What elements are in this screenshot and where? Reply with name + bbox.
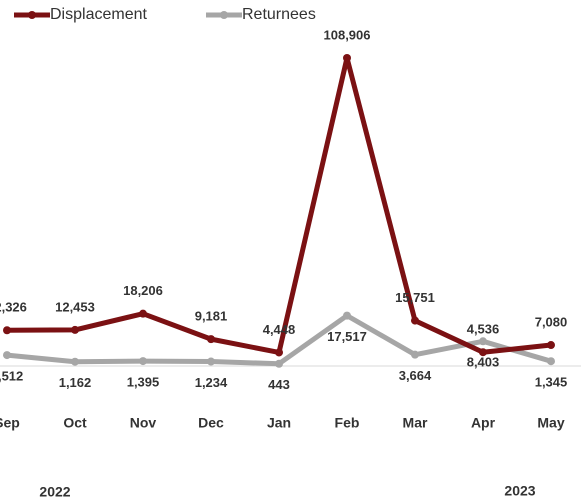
point bbox=[479, 337, 487, 346]
legend-label: Displacement bbox=[50, 6, 147, 23]
point bbox=[3, 326, 11, 335]
data-label: 9,181 bbox=[195, 309, 228, 324]
point bbox=[275, 359, 283, 368]
legend-label: Returnees bbox=[242, 6, 316, 23]
x-tick-label: Oct bbox=[63, 415, 87, 431]
year-label: 2023 bbox=[504, 483, 535, 499]
point bbox=[275, 348, 283, 357]
data-label: 4,536 bbox=[467, 322, 500, 337]
data-label: 3,512 bbox=[0, 369, 23, 384]
data-label: 4,448 bbox=[263, 322, 296, 337]
point bbox=[139, 357, 147, 366]
point bbox=[547, 341, 555, 350]
x-tick-label: Mar bbox=[403, 415, 428, 431]
x-tick-label: Apr bbox=[471, 415, 496, 431]
data-label: 17,517 bbox=[327, 329, 367, 344]
legend-marker bbox=[220, 11, 228, 19]
data-label: 1,395 bbox=[127, 375, 160, 390]
data-label: 12,326 bbox=[0, 300, 27, 315]
x-tick-label: Dec bbox=[198, 415, 224, 431]
point bbox=[411, 316, 419, 325]
point bbox=[207, 357, 215, 366]
data-label: 15,751 bbox=[395, 290, 435, 305]
point bbox=[343, 311, 351, 320]
data-label: 12,453 bbox=[55, 299, 95, 314]
year-label: 2022 bbox=[39, 484, 70, 500]
point bbox=[139, 309, 147, 318]
point bbox=[411, 350, 419, 359]
data-label: 7,080 bbox=[535, 314, 568, 329]
point bbox=[71, 325, 79, 334]
data-label: 1,234 bbox=[195, 375, 228, 390]
data-label: 8,403 bbox=[467, 355, 500, 370]
point bbox=[547, 357, 555, 366]
x-tick-label: Feb bbox=[335, 415, 360, 431]
point bbox=[207, 335, 215, 344]
x-tick-label: May bbox=[537, 415, 564, 431]
point bbox=[479, 348, 487, 357]
data-label: 443 bbox=[268, 377, 290, 392]
x-tick-label: Sep bbox=[0, 415, 20, 431]
data-label: 1,162 bbox=[59, 375, 92, 390]
point bbox=[343, 54, 351, 62]
x-tick-label: Jan bbox=[267, 415, 291, 431]
point bbox=[3, 351, 11, 360]
x-tick-label: Nov bbox=[130, 415, 157, 431]
data-label: 108,906 bbox=[324, 27, 371, 42]
legend-marker bbox=[28, 11, 36, 19]
data-label: 1,345 bbox=[535, 375, 568, 390]
data-label: 3,664 bbox=[399, 368, 432, 383]
data-label: 18,206 bbox=[123, 283, 163, 298]
point bbox=[71, 357, 79, 366]
